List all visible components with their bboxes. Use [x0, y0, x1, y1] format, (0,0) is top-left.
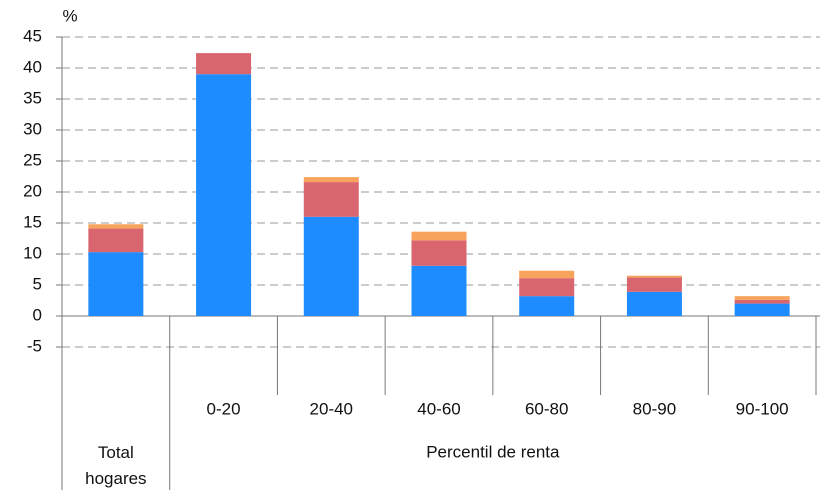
- x-tick-label: 0-20: [207, 399, 241, 418]
- bar-segment: [519, 296, 575, 316]
- bar-segment: [88, 228, 144, 253]
- x-tick-label: Total hogares: [85, 443, 147, 488]
- bar-segment: [411, 240, 467, 266]
- y-tick-label: 20: [23, 181, 42, 200]
- y-tick-label: 30: [23, 119, 42, 138]
- y-tick-label: 40: [23, 57, 42, 76]
- bar-segment: [626, 275, 682, 278]
- x-tick-label: 40-60: [417, 399, 460, 418]
- bar-segment: [734, 299, 790, 304]
- bar-segment: [196, 74, 252, 316]
- x-group-label: Percentil de renta: [426, 442, 560, 461]
- y-tick-label: 25: [23, 150, 42, 169]
- y-axis-unit: %: [62, 6, 77, 25]
- y-tick-label: 0: [33, 305, 42, 324]
- bar-segment: [411, 231, 467, 241]
- bar-segment: [519, 270, 575, 279]
- y-tick-label: 15: [23, 212, 42, 231]
- y-tick-label: 35: [23, 88, 42, 107]
- bar-segment: [88, 252, 144, 316]
- y-tick-label: -5: [27, 336, 42, 355]
- y-tick-label: 5: [33, 274, 42, 293]
- bar-segment: [734, 296, 790, 300]
- x-tick-label: 20-40: [310, 399, 353, 418]
- bar-segment: [303, 216, 359, 316]
- bar-segment: [734, 303, 790, 316]
- bar-segment: [626, 291, 682, 316]
- x-tick-label: 90-100: [736, 399, 789, 418]
- bar-segment: [626, 277, 682, 292]
- bar-segment: [196, 53, 252, 75]
- x-tick-label: 60-80: [525, 399, 568, 418]
- bar-segment: [88, 224, 144, 229]
- x-tick-label: 80-90: [633, 399, 676, 418]
- bar-segment: [519, 278, 575, 297]
- y-tick-label: 10: [23, 243, 42, 262]
- bar-segment: [411, 265, 467, 316]
- bar-segment: [303, 182, 359, 217]
- bar-segment: [303, 177, 359, 183]
- y-tick-label: 45: [23, 26, 42, 45]
